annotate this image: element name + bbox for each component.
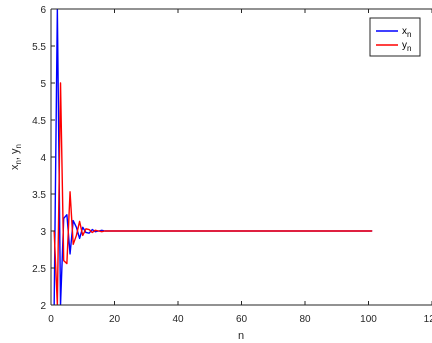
x-tick-label: 20	[109, 314, 121, 325]
x-tick-label: 120	[424, 314, 432, 325]
axes-layer	[50, 8, 432, 306]
y-tick-label: 3.5	[32, 190, 46, 201]
x-axis-label: n	[238, 330, 244, 342]
y-axis-label: xn, yn	[9, 144, 23, 170]
series-yn-line	[53, 82, 373, 305]
x-tick-label: 100	[360, 314, 377, 325]
y-tick-label: 5.5	[32, 42, 46, 53]
y-tick-label: 4.5	[32, 116, 46, 127]
legend-label-xn: xn	[402, 26, 411, 39]
x-tick-label: 60	[236, 314, 248, 325]
y-tick-label: 2	[40, 301, 46, 312]
series-layer	[53, 9, 373, 305]
y-tick-label: 2.5	[32, 264, 46, 275]
plot-area	[51, 9, 432, 305]
x-tick-label: 40	[172, 314, 184, 325]
y-tick-label: 6	[40, 5, 46, 16]
legend-label-yn: yn	[402, 40, 411, 53]
legend-box	[369, 17, 421, 57]
x-tick-label: 80	[299, 314, 311, 325]
plot-background	[51, 9, 432, 305]
y-tick-label: 5	[40, 79, 46, 90]
x-tick-label: 0	[48, 314, 54, 325]
axis-labels-layer: 0 20 40 60 80 100 120 2 2.5 3 3.5 4 4.5 5 5.5 6 n xn, yn	[9, 5, 432, 342]
y-tick-label: 4	[40, 153, 46, 164]
y-tick-label: 3	[40, 227, 46, 238]
